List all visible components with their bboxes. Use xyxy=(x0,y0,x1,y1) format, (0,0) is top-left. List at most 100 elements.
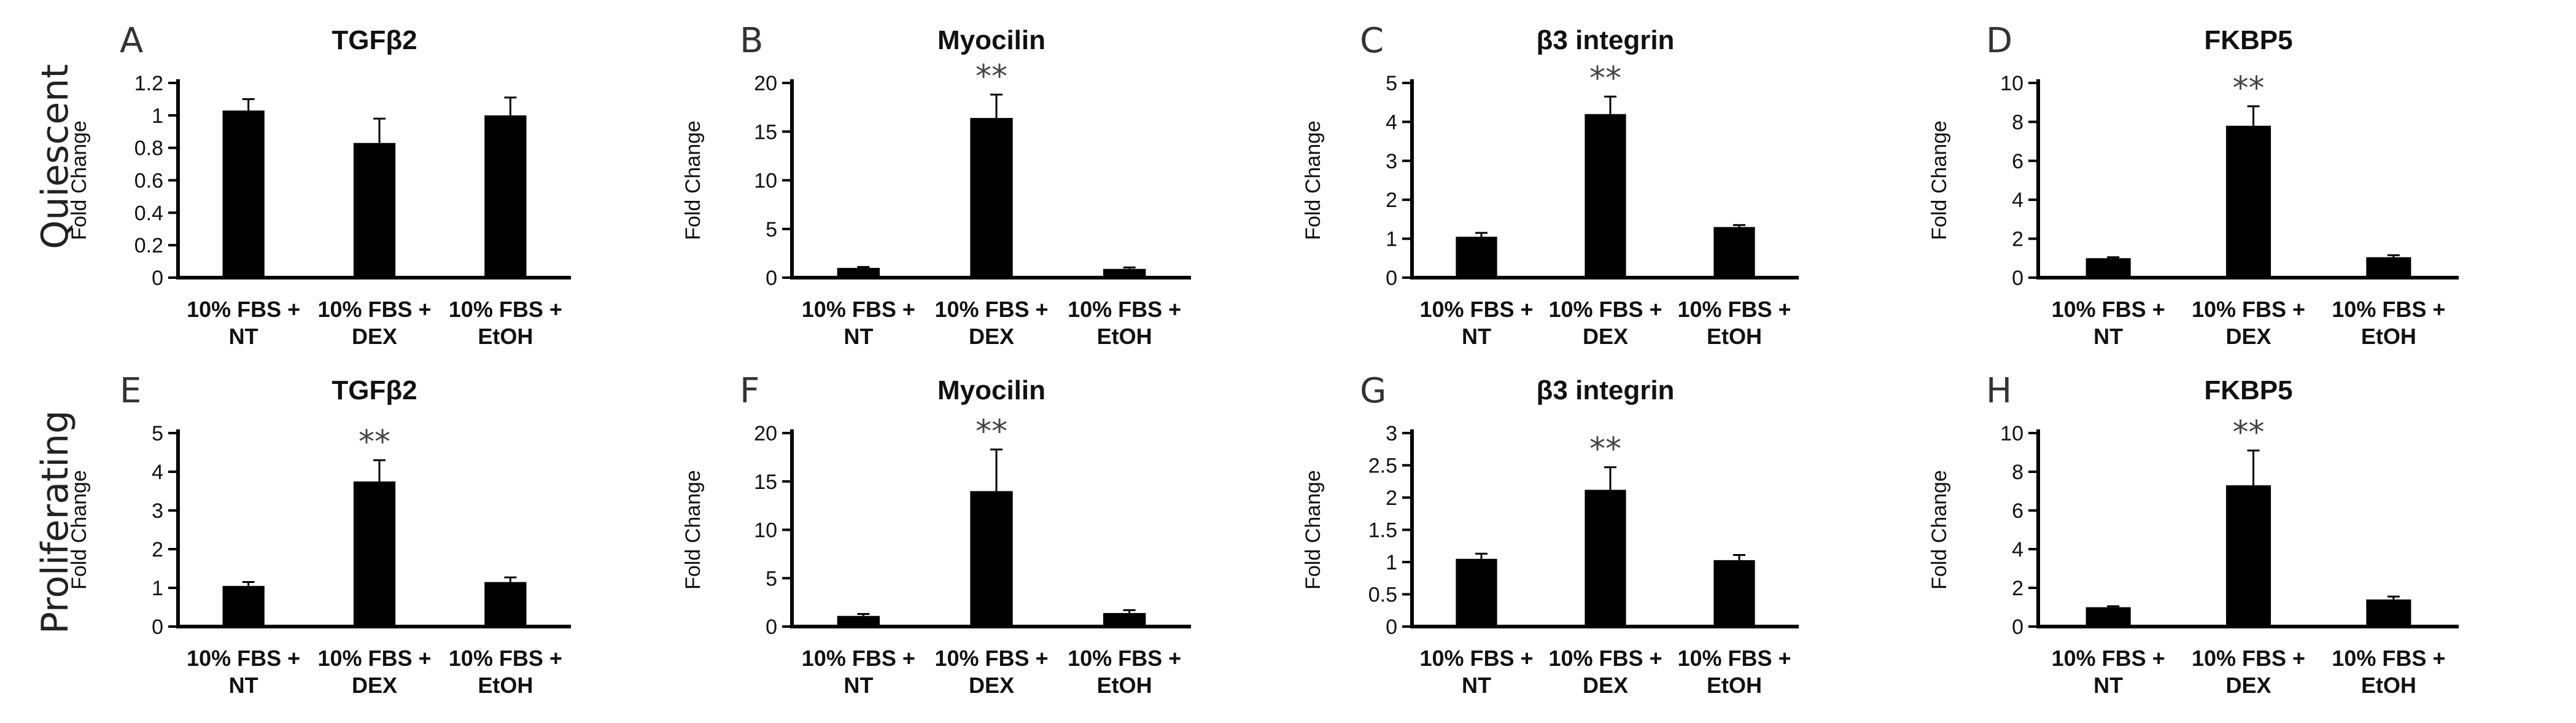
panel-e-category-label: 10% FBS + xyxy=(449,646,562,671)
panel-g-letter: G xyxy=(1360,371,1386,411)
panel-b-letter: B xyxy=(740,21,763,61)
panel-f-bar xyxy=(837,616,880,627)
panel-a-y-tick-label: 0.8 xyxy=(134,137,163,160)
panel-e-bar xyxy=(484,582,527,627)
panel-d-letter: D xyxy=(1986,21,2012,61)
panel-b-title: Myocilin xyxy=(937,25,1046,55)
panel-h-title: FKBP5 xyxy=(2204,375,2292,405)
panel-h-y-tick-label: 4 xyxy=(2012,538,2023,561)
panel-b-category-label: 10% FBS + xyxy=(1068,297,1181,322)
panel-f-category-label: 10% FBS + xyxy=(934,646,1048,671)
panel-f-ylabel: Fold Change xyxy=(681,470,705,590)
panel-h-category-label: NT xyxy=(2093,673,2123,698)
panel-e-y-tick-label: 5 xyxy=(152,422,163,445)
panel-h-y-tick-label: 0 xyxy=(2012,616,2023,639)
panel-f-category-label: 10% FBS + xyxy=(1068,646,1181,671)
panel-b-y-tick-label: 10 xyxy=(754,170,777,193)
panel-b-y-tick-label: 15 xyxy=(754,120,777,144)
panel-h-bar xyxy=(2225,485,2271,627)
panel-e-letter: E xyxy=(120,371,141,411)
panel-g-y-tick-label: 3 xyxy=(1386,422,1397,445)
panel-a-y-tick-label: 1.2 xyxy=(134,72,163,95)
panel-f-category-label: DEX xyxy=(969,673,1014,698)
panel-e-bar xyxy=(222,585,265,627)
panel-d-y-tick-label: 0 xyxy=(2012,267,2023,290)
panel-f-letter: F xyxy=(740,371,759,411)
panel-d-y-tick-label: 6 xyxy=(2012,150,2023,173)
panel-a-category-label: 10% FBS + xyxy=(449,297,562,322)
panel-c-y-tick-label: 2 xyxy=(1386,189,1397,212)
panel-c-ylabel: Fold Change xyxy=(1302,120,1325,240)
panel-g-y-tick-label: 1.5 xyxy=(1368,519,1397,542)
panel-d-category-label: 10% FBS + xyxy=(2332,297,2445,322)
panel-c-y-tick-label: 5 xyxy=(1386,72,1397,95)
panel-e-category-label: DEX xyxy=(352,673,397,698)
panel-e-title: TGFβ2 xyxy=(332,375,417,405)
panel-a-y-tick-label: 0 xyxy=(152,267,163,290)
panel-f-y-tick-label: 15 xyxy=(754,471,777,494)
panel-e-bar xyxy=(353,481,396,627)
panel-a-title: TGFβ2 xyxy=(332,25,417,55)
panel-a-ylabel: Fold Change xyxy=(68,120,91,240)
panel-f-y-tick-label: 0 xyxy=(766,616,777,639)
panel-c-y-tick-label: 1 xyxy=(1386,228,1397,251)
panel-b-significance: ** xyxy=(976,58,1007,95)
panel-d-category-label: 10% FBS + xyxy=(2052,297,2165,322)
panel-f-significance: ** xyxy=(976,413,1007,450)
panel-a-bar xyxy=(484,115,527,278)
panel-h-significance: ** xyxy=(2233,414,2265,451)
panel-f-y-tick-label: 20 xyxy=(754,422,777,445)
panel-d-category-label: DEX xyxy=(2225,324,2271,349)
panel-e-y-tick-label: 4 xyxy=(152,461,163,484)
panel-d-category-label: 10% FBS + xyxy=(2192,297,2305,322)
panel-g-y-tick-label: 0 xyxy=(1386,616,1397,639)
panel-b-category-label: DEX xyxy=(969,324,1014,349)
panel-d-y-tick-label: 10 xyxy=(2000,72,2023,95)
panel-g-bar xyxy=(1713,560,1755,627)
panel-f-bar xyxy=(970,491,1013,627)
panel-h-category-label: 10% FBS + xyxy=(2192,646,2305,671)
panel-g-y-tick-label: 2.5 xyxy=(1368,455,1397,478)
panel-b-category-label: 10% FBS + xyxy=(934,297,1048,322)
panel-f-bar xyxy=(1103,612,1146,627)
panel-h-y-tick-label: 8 xyxy=(2012,461,2023,484)
panel-g-ylabel: Fold Change xyxy=(1302,470,1325,590)
panel-c-category-label: EtOH xyxy=(1707,324,1762,349)
panel-d-y-tick-label: 2 xyxy=(2012,228,2023,251)
panel-a-y-tick-label: 0.2 xyxy=(134,234,163,257)
panel-c-bar xyxy=(1713,227,1755,278)
panel-e-y-tick-label: 2 xyxy=(152,538,163,561)
panel-c-title: β3 integrin xyxy=(1537,25,1675,55)
panel-d-significance: ** xyxy=(2233,70,2265,107)
panel-e-category-label: NT xyxy=(229,673,258,698)
panel-g-category-label: 10% FBS + xyxy=(1419,646,1533,671)
panel-b-ylabel: Fold Change xyxy=(681,120,705,240)
panel-h-category-label: DEX xyxy=(2225,673,2271,698)
panel-b-category-label: EtOH xyxy=(1097,324,1152,349)
panel-e-significance: ** xyxy=(359,424,390,461)
panel-e-y-tick-label: 1 xyxy=(152,577,163,600)
panel-a-category-label: 10% FBS + xyxy=(187,297,300,322)
panel-c-y-tick-label: 3 xyxy=(1386,150,1397,173)
panel-e-category-label: 10% FBS + xyxy=(187,646,300,671)
panel-g-category-label: NT xyxy=(1462,673,1491,698)
panel-a-letter: A xyxy=(120,21,143,61)
panel-c-category-label: NT xyxy=(1462,324,1491,349)
panel-a-category-label: DEX xyxy=(352,324,397,349)
panel-g-y-tick-label: 0.5 xyxy=(1368,584,1397,607)
panel-h-letter: H xyxy=(1986,371,2012,411)
panel-f-title: Myocilin xyxy=(937,375,1046,405)
panel-d-y-tick-label: 8 xyxy=(2012,111,2023,134)
panel-c-letter: C xyxy=(1360,21,1384,61)
panel-f-y-tick-label: 5 xyxy=(766,567,777,590)
panel-e-y-tick-label: 0 xyxy=(152,616,163,639)
panel-g-title: β3 integrin xyxy=(1537,375,1675,405)
panel-c-significance: ** xyxy=(1589,60,1621,97)
panel-d-bar xyxy=(2085,258,2131,278)
panel-a-y-tick-label: 0.6 xyxy=(134,170,163,193)
panel-g-category-label: 10% FBS + xyxy=(1677,646,1791,671)
panel-e-category-label: 10% FBS + xyxy=(317,646,431,671)
panel-b-y-tick-label: 20 xyxy=(754,72,777,95)
panel-f-category-label: EtOH xyxy=(1097,673,1152,698)
